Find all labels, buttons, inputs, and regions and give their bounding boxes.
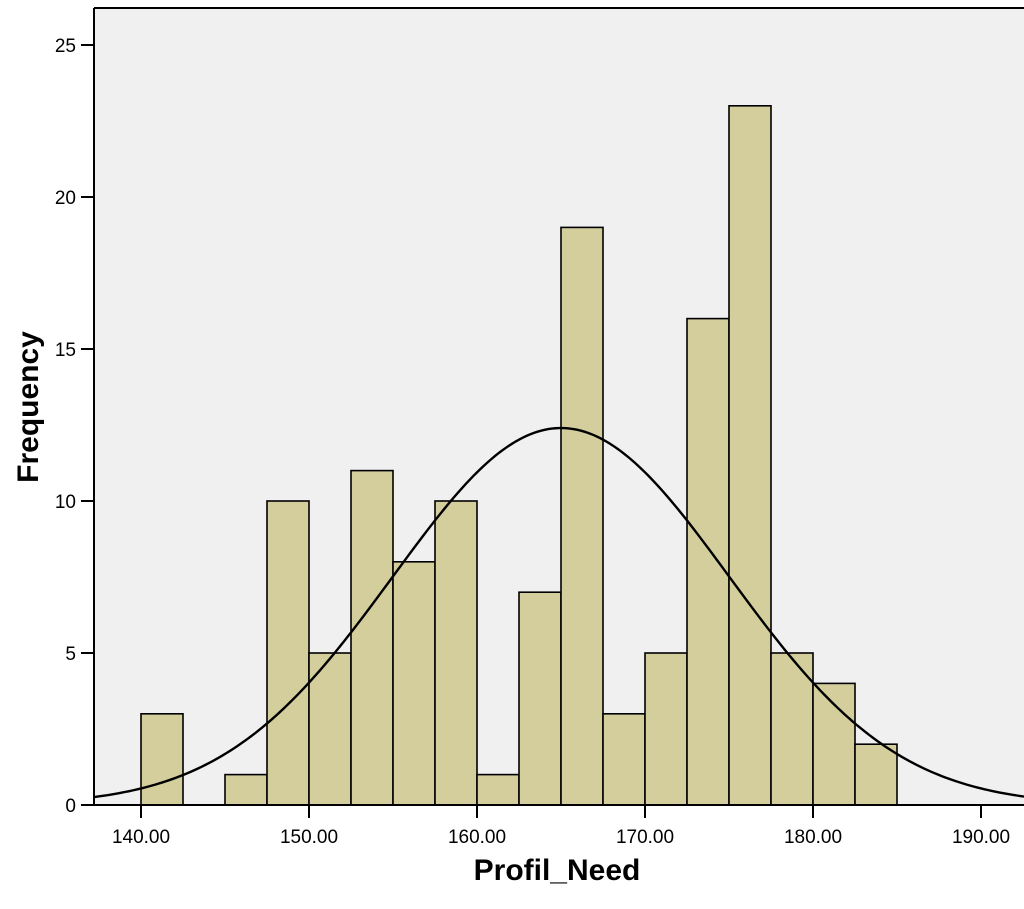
- histogram-bar: [350, 469, 394, 806]
- histogram-bar: [770, 652, 814, 806]
- histogram-bar: [140, 712, 184, 806]
- y-tick-label: 15: [55, 340, 76, 361]
- axes-group: 0 5 10 15 20 25 140.00 150.00 160.00 170.00 180.00…: [55, 7, 1024, 848]
- histogram-bar: [392, 560, 436, 806]
- x-tick-label: 190.00: [952, 827, 1010, 848]
- y-tick-label: 0: [65, 796, 76, 817]
- x-tick-label: 170.00: [616, 827, 674, 848]
- y-tick-label: 10: [55, 492, 76, 513]
- histogram-bar: [266, 500, 310, 806]
- histogram-bar: [602, 712, 646, 806]
- normal-curve: [93, 426, 1024, 799]
- histogram-bar: [812, 682, 856, 806]
- histogram-bar: [224, 773, 268, 806]
- histogram-bar: [518, 591, 562, 806]
- histogram-bar: [644, 652, 688, 806]
- x-tick-label: 160.00: [448, 827, 506, 848]
- histogram-bar: [728, 105, 772, 806]
- x-tick-label: 140.00: [112, 827, 170, 848]
- histogram-bar: [854, 743, 898, 806]
- y-tick-label: 25: [55, 36, 76, 57]
- histogram-bar: [686, 317, 730, 806]
- y-tick-label: 20: [55, 188, 76, 209]
- bars-group: [140, 105, 898, 806]
- histogram-bar: [434, 500, 478, 806]
- y-axis-title: Frequency: [12, 331, 45, 483]
- x-tick-label: 150.00: [280, 827, 338, 848]
- histogram-bar: [476, 773, 520, 806]
- y-tick-label: 5: [65, 644, 76, 665]
- x-tick-label: 180.00: [784, 827, 842, 848]
- x-axis-title: Profil_Need: [474, 854, 641, 887]
- histogram-bar: [560, 226, 604, 806]
